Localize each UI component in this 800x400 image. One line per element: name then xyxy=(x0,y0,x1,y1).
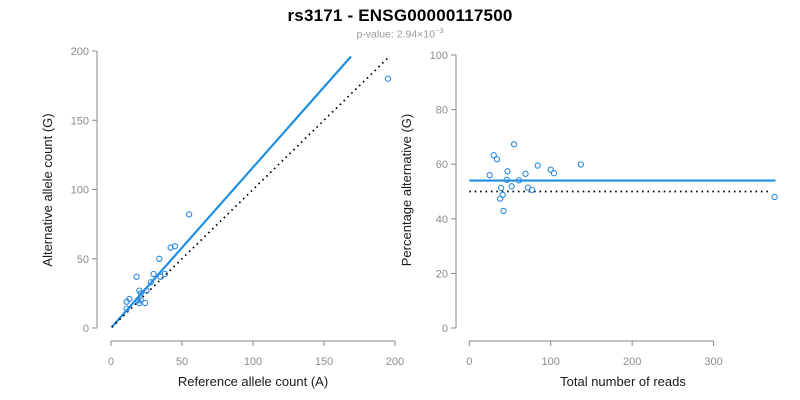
data-point xyxy=(171,243,179,250)
allele-counts-plot: 0 50 100 150 200 0 50 100 150 200 Reference allele… xyxy=(40,46,404,389)
regression-line xyxy=(110,55,352,328)
pvalue-label: p-value: xyxy=(356,28,394,41)
pvalue-value: 2.94×10 xyxy=(396,28,435,41)
data-point xyxy=(123,305,130,312)
data-point xyxy=(143,287,150,294)
data-point xyxy=(490,152,497,159)
y-tick-label: 150 xyxy=(71,115,89,127)
data-point xyxy=(126,295,133,303)
data-point xyxy=(497,184,505,192)
y-tick-label: 0 xyxy=(83,323,89,335)
data-point xyxy=(134,297,142,304)
y-tick-label: 40 xyxy=(436,214,448,226)
data-point xyxy=(528,186,536,194)
x-tick-label: 300 xyxy=(704,356,722,368)
chart-title: rs3171 - ENSG00000117500 xyxy=(287,6,513,25)
data-point xyxy=(550,170,558,177)
x-tick-label: 0 xyxy=(108,356,114,368)
x-axis-title: Total number of reads xyxy=(560,374,686,389)
data-point xyxy=(499,191,506,198)
data-point xyxy=(503,176,510,183)
y-tick-label: 100 xyxy=(430,50,448,62)
data-point xyxy=(493,156,501,163)
data-point xyxy=(510,141,518,148)
chart-subtitle: p-value: 2.94×10−3 xyxy=(0,26,800,41)
data-point xyxy=(500,207,507,215)
x-axis-title: Reference allele count (A) xyxy=(178,374,328,389)
data-point xyxy=(185,211,193,218)
y-axis-title: Percentage alternative (G) xyxy=(399,114,414,266)
x-tick-label: 0 xyxy=(466,356,472,368)
data-point xyxy=(384,75,392,82)
data-point xyxy=(137,297,144,304)
x-tick-label: 100 xyxy=(244,356,262,368)
y-tick-label: 60 xyxy=(436,159,448,171)
data-point xyxy=(522,170,529,177)
percentage-alternative-plot: 0 20 40 60 80 100 0 100 200 300 Total number of re… xyxy=(399,50,778,389)
data-point xyxy=(534,162,541,169)
data-point xyxy=(150,270,157,278)
data-point xyxy=(504,168,511,175)
data-point xyxy=(515,177,523,184)
data-point xyxy=(771,193,778,201)
y-axis-title: Alternative allele count (G) xyxy=(40,113,55,266)
data-point xyxy=(136,287,143,294)
y-tick-label: 100 xyxy=(71,185,89,197)
data-point xyxy=(156,255,163,262)
x-tick-label: 50 xyxy=(176,356,188,368)
x-tick-label: 100 xyxy=(542,356,560,368)
data-point xyxy=(141,299,149,307)
y-tick-label: 50 xyxy=(77,254,89,266)
identity-line xyxy=(111,55,390,328)
data-point xyxy=(547,166,554,173)
data-point xyxy=(508,183,515,190)
data-point xyxy=(161,270,169,278)
data-point xyxy=(133,273,140,280)
x-tick-label: 200 xyxy=(386,356,404,368)
pvalue-exponent: −3 xyxy=(434,26,444,35)
data-point xyxy=(147,279,154,286)
data-point xyxy=(167,244,174,251)
y-tick-label: 20 xyxy=(436,268,448,280)
y-tick-label: 0 xyxy=(442,323,448,335)
data-point xyxy=(577,161,585,168)
y-tick-label: 200 xyxy=(71,46,89,58)
x-tick-label: 150 xyxy=(315,356,333,368)
data-point xyxy=(157,273,164,280)
y-tick-label: 80 xyxy=(436,105,448,117)
x-tick-label: 200 xyxy=(623,356,641,368)
data-point xyxy=(486,171,493,179)
